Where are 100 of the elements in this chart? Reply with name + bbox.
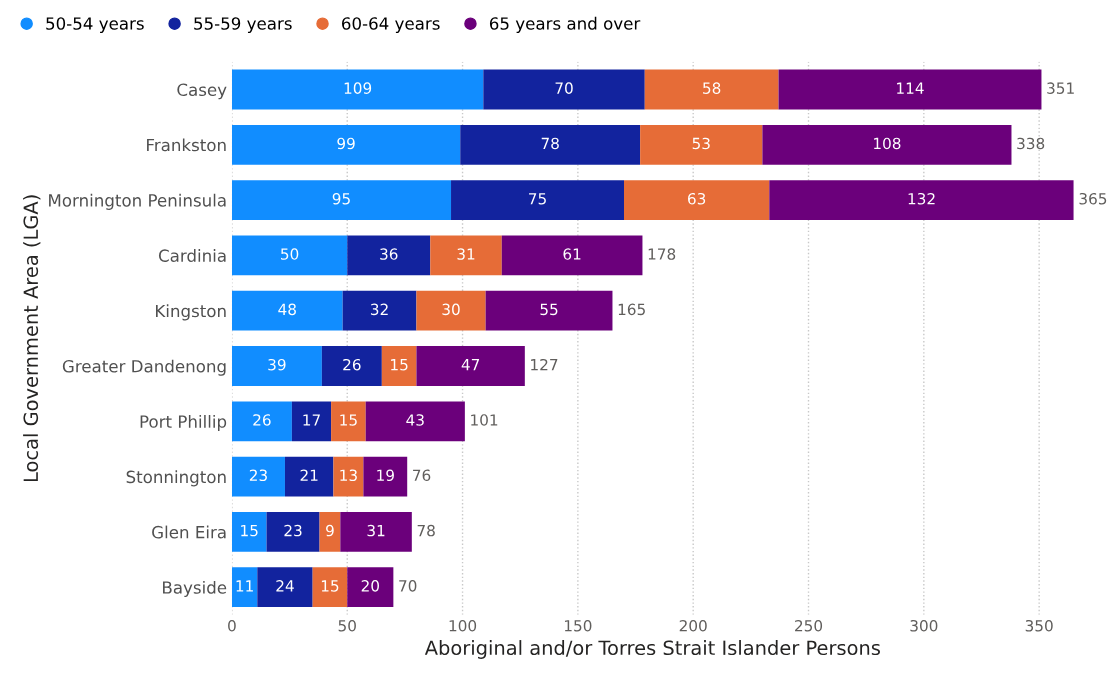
total-label: 351 [1047, 82, 1074, 94]
bar [769, 180, 1074, 220]
data-label: 11 [236, 580, 253, 592]
data-label: 78 [541, 137, 559, 150]
total-label: 70 [399, 580, 417, 592]
bar [778, 69, 1042, 110]
data-label: 23 [284, 524, 302, 537]
data-label: 132 [908, 192, 935, 205]
data-label: 55 [540, 303, 558, 316]
y-tick-label: Port Phillip [140, 414, 227, 432]
bar [331, 401, 366, 442]
data-label: 53 [692, 137, 710, 150]
x-tick-label: 300 [910, 620, 938, 632]
data-label: 75 [529, 193, 546, 205]
data-label: 30 [442, 303, 460, 316]
bar [460, 124, 641, 165]
bar [266, 512, 320, 552]
legend-label: 55-59 years [194, 17, 292, 33]
data-label: 23 [249, 469, 267, 482]
x-tick-label: 350 [1025, 620, 1053, 632]
x-tick-label: 0 [228, 620, 236, 632]
data-label: 15 [391, 359, 408, 371]
bar [381, 346, 417, 386]
bar [231, 180, 452, 220]
data-label: 9 [326, 524, 334, 537]
data-label: 31 [367, 524, 385, 537]
x-tick-label: 200 [679, 620, 707, 632]
bar [291, 401, 332, 442]
data-label: 70 [555, 82, 573, 94]
bar [342, 290, 417, 331]
total-label: 78 [417, 524, 435, 537]
legend-label: 60-64 years [342, 17, 440, 33]
y-tick-label: Greater Dandenong [62, 359, 226, 376]
data-label: 17 [303, 414, 320, 426]
bar [483, 69, 645, 110]
x-tick-label: 100 [449, 620, 477, 632]
y-tick-label: Frankston [147, 138, 226, 152]
data-label: 61 [563, 248, 581, 260]
data-label: 47 [461, 359, 480, 371]
bar [624, 180, 770, 220]
data-label: 50 [281, 248, 299, 260]
data-label: 26 [343, 358, 361, 371]
y-tick-label: Mornington Peninsula [49, 193, 226, 210]
data-label: 108 [874, 137, 901, 150]
total-label: 127 [531, 358, 558, 371]
total-label: 178 [648, 248, 676, 260]
x-axis-title: Aboriginal and/or Torres Strait Islander Persons [424, 640, 880, 659]
y-axis-title: Local Government Area (LGA) [23, 195, 41, 482]
y-tick-label: Glen Eira [152, 525, 226, 539]
data-label: 15 [340, 414, 357, 426]
x-tick-label: 150 [564, 620, 592, 632]
total-label: 76 [413, 469, 431, 482]
bar [231, 567, 258, 608]
data-label: 13 [340, 469, 357, 482]
data-label: 109 [344, 82, 372, 94]
bar [231, 69, 484, 110]
bar [340, 512, 412, 552]
data-label: 58 [703, 82, 721, 94]
bar [640, 124, 763, 165]
bar [321, 346, 382, 386]
data-label: 48 [278, 303, 296, 316]
y-tick-label: Kingston [156, 304, 226, 321]
bar [347, 235, 431, 276]
data-label: 36 [380, 248, 398, 260]
data-label: 20 [361, 580, 380, 592]
bar [231, 512, 267, 552]
data-label: 39 [268, 358, 286, 371]
data-label: 114 [897, 82, 924, 94]
data-label: 15 [321, 580, 339, 592]
y-tick-label: Stonnington [126, 470, 226, 487]
data-label: 15 [241, 524, 258, 537]
total-label: 365 [1079, 192, 1107, 205]
bar [451, 180, 624, 220]
bar [257, 567, 313, 608]
data-label: 19 [377, 469, 394, 482]
data-label: 26 [253, 414, 271, 426]
bar [333, 456, 364, 497]
total-label: 165 [618, 303, 645, 316]
bar [312, 567, 348, 608]
bar [284, 456, 334, 497]
bar [485, 290, 613, 331]
data-label: 43 [406, 414, 424, 426]
data-label: 99 [337, 137, 355, 150]
bar [416, 290, 486, 331]
bar [762, 124, 1012, 165]
data-label: 24 [276, 580, 294, 592]
bar [231, 124, 461, 165]
bar [501, 235, 643, 276]
bar [347, 567, 394, 608]
total-label: 101 [471, 414, 498, 426]
data-label: 31 [457, 248, 475, 260]
bar [231, 346, 322, 386]
bar [231, 235, 348, 276]
y-tick-label: Casey [177, 83, 227, 100]
bar [231, 290, 343, 331]
total-label: 338 [1017, 137, 1045, 150]
x-tick-label: 250 [795, 620, 823, 632]
bar [365, 401, 465, 442]
bar [363, 456, 408, 497]
data-label: 32 [370, 303, 388, 316]
